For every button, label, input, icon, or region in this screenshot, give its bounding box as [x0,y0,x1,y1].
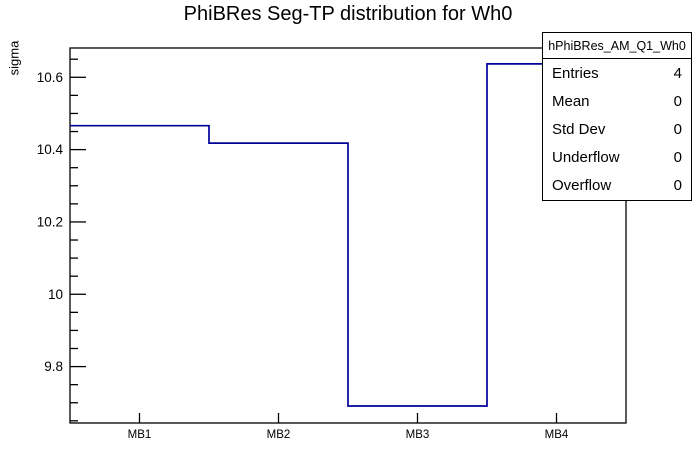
y-tick-label: 10.2 [37,214,63,229]
x-tick-label: MB2 [267,429,291,441]
stats-label: Entries [552,64,599,82]
stats-value: 0 [673,92,682,110]
stats-value: 0 [673,149,682,167]
y-tick-label: 10.4 [37,142,64,157]
x-tick-label: MB3 [406,429,430,441]
stats-label: Std Dev [552,121,606,138]
stats-label: Mean [552,92,590,110]
histogram-line [70,63,626,407]
stats-value: 4 [673,64,682,82]
y-tick-label: 10 [48,287,63,302]
stats-box-title: hPhiBRes_AM_Q1_Wh0 [543,33,691,59]
stats-row-overflow: Overflow 0 [543,172,691,200]
stats-row-mean: Mean 0 [543,87,691,115]
stats-label: Overflow [552,177,612,195]
x-tick-label: MB4 [545,429,569,441]
stats-row-underflow: Underflow 0 [543,144,691,172]
stats-value: 0 [673,121,682,138]
x-tick-label: MB1 [128,429,152,441]
y-tick-label: 10.6 [37,70,63,85]
stats-box: hPhiBRes_AM_Q1_Wh0 Entries 4 Mean 0 Std … [542,32,692,201]
plot-frame [69,47,627,424]
y-tick-label: 9.8 [44,359,63,374]
stats-label: Underflow [552,149,620,167]
stats-row-entries: Entries 4 [543,59,691,87]
chart-title: PhiBRes Seg-TP distribution for Wh0 [183,3,513,25]
stats-row-stddev: Std Dev 0 [543,115,691,143]
stats-box-rows: Entries 4 Mean 0 Std Dev 0 Underflow 0 O… [543,59,691,200]
stats-value: 0 [673,177,682,195]
